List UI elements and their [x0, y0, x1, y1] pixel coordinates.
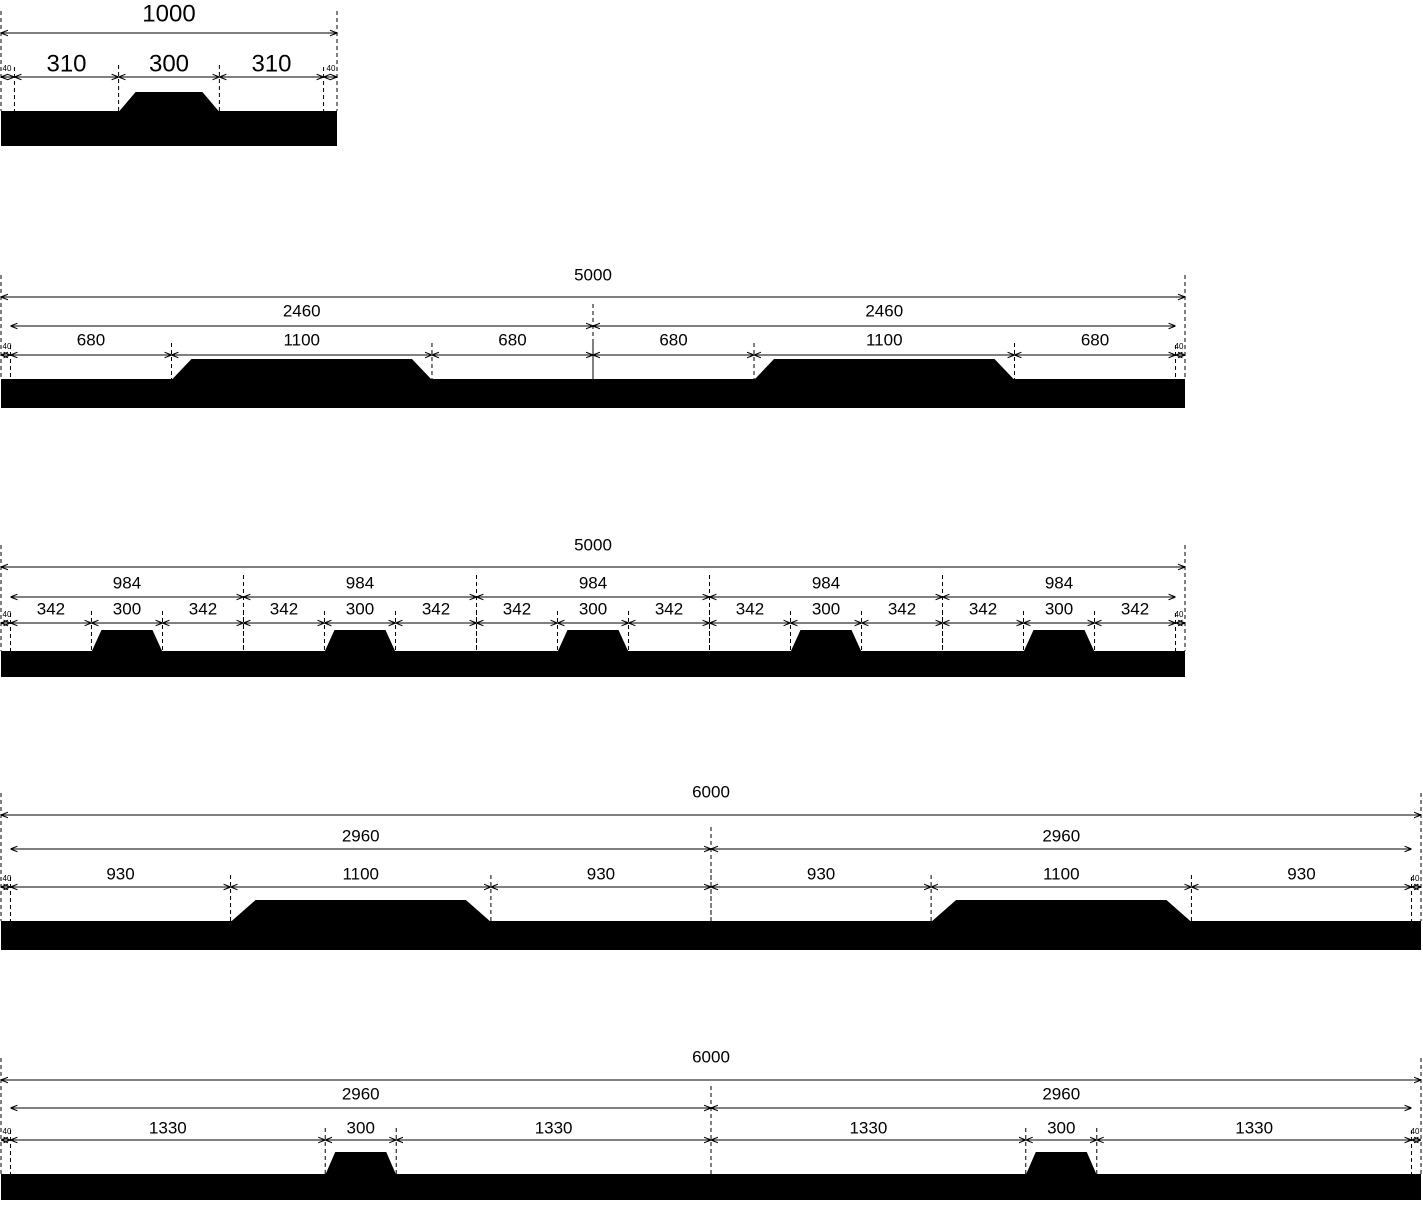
edge-dimension: 40	[1175, 610, 1184, 619]
total-dimension: 1000	[142, 0, 195, 27]
ridge	[1023, 630, 1095, 652]
segment-dimension: 930	[106, 864, 134, 883]
segment-dimension: 300	[1047, 1118, 1075, 1137]
ridge	[171, 359, 432, 380]
edge-dimension: 40	[1411, 1127, 1420, 1136]
group-dimension: 2460	[865, 301, 903, 320]
segment-dimension: 1100	[342, 864, 379, 883]
segment-dimension: 310	[46, 50, 86, 77]
segment-dimension: 300	[113, 599, 141, 618]
base-plate	[1, 921, 1421, 950]
edge-dimension: 40	[3, 342, 12, 351]
ridge	[324, 630, 396, 652]
segment-dimension: 680	[498, 330, 526, 349]
segment-dimension: 930	[807, 864, 835, 883]
base-plate	[1, 379, 1185, 408]
total-dimension: 6000	[692, 1047, 730, 1066]
ridge	[557, 630, 629, 652]
total-dimension: 5000	[574, 535, 612, 554]
segment-dimension: 1330	[535, 1118, 573, 1137]
segment-dimension: 1330	[149, 1118, 187, 1137]
segment-dimension: 342	[655, 599, 683, 618]
segment-dimension: 1100	[866, 330, 903, 349]
group-dimension: 2960	[1042, 826, 1080, 845]
ridge	[931, 900, 1192, 922]
base-plate	[1, 1174, 1421, 1200]
segment-dimension: 342	[1121, 599, 1149, 618]
segment-dimension: 342	[422, 599, 450, 618]
base-plate	[1, 111, 337, 146]
edge-dimension: 40	[1411, 874, 1420, 883]
edge-dimension: 40	[3, 874, 12, 883]
group-dimension: 984	[346, 573, 374, 592]
segment-dimension: 300	[579, 599, 607, 618]
segment-dimension: 300	[1045, 599, 1073, 618]
ridge	[118, 92, 220, 112]
segment-dimension: 342	[503, 599, 531, 618]
segment-dimension: 300	[149, 50, 189, 77]
group-dimension: 984	[579, 573, 607, 592]
segment-dimension: 342	[270, 599, 298, 618]
segment-dimension: 342	[969, 599, 997, 618]
segment-dimension: 342	[888, 599, 916, 618]
group-dimension: 2960	[1042, 1084, 1080, 1103]
segment-dimension: 1330	[849, 1118, 887, 1137]
edge-dimension: 40	[3, 610, 12, 619]
group-dimension: 984	[113, 573, 141, 592]
ridge	[230, 900, 491, 922]
group-dimension: 984	[812, 573, 840, 592]
segment-dimension: 1100	[283, 330, 320, 349]
group-dimension: 2960	[342, 1084, 380, 1103]
segment-dimension: 1330	[1235, 1118, 1273, 1137]
ridge	[91, 630, 163, 652]
edge-dimension: 40	[3, 1127, 12, 1136]
segment-dimension: 680	[659, 330, 687, 349]
ridge	[790, 630, 862, 652]
segment-dimension: 342	[736, 599, 764, 618]
segment-dimension: 342	[37, 599, 65, 618]
base-plate	[1, 651, 1185, 677]
segment-dimension: 310	[251, 50, 291, 77]
segment-dimension: 930	[587, 864, 615, 883]
group-dimension: 984	[1045, 573, 1073, 592]
segment-dimension: 300	[812, 599, 840, 618]
edge-dimension: 40	[1175, 342, 1184, 351]
total-dimension: 6000	[692, 782, 730, 801]
ridge	[325, 1152, 397, 1175]
segment-dimension: 680	[77, 330, 105, 349]
ridge	[754, 359, 1015, 380]
segment-dimension: 342	[189, 599, 217, 618]
segment-dimension: 300	[346, 599, 374, 618]
segment-dimension: 680	[1081, 330, 1109, 349]
group-dimension: 2960	[342, 826, 380, 845]
segment-dimension: 1100	[1043, 864, 1080, 883]
group-dimension: 2460	[283, 301, 321, 320]
segment-dimension: 930	[1287, 864, 1315, 883]
edge-dimension: 40	[3, 64, 12, 73]
edge-dimension: 40	[327, 64, 336, 73]
segment-dimension: 300	[347, 1118, 375, 1137]
ridge	[1025, 1152, 1097, 1175]
total-dimension: 5000	[574, 265, 612, 284]
